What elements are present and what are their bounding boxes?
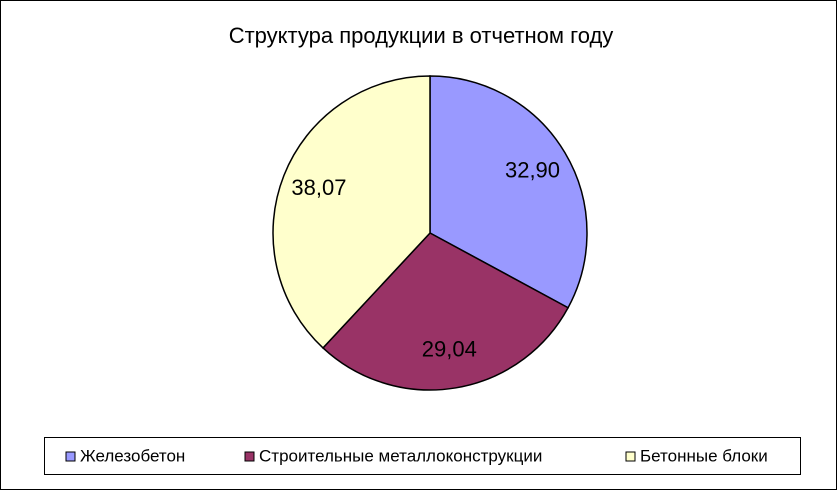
pie-slice	[429, 75, 588, 309]
legend-swatch	[625, 451, 636, 462]
legend-label: Железобетон	[80, 446, 185, 465]
legend-swatch	[65, 451, 76, 462]
legend-label: Строительные металлоконструкции	[259, 446, 542, 465]
legend-box	[44, 437, 801, 475]
data-label: 38,07	[291, 175, 346, 200]
pie-slice	[321, 232, 570, 391]
pie-slice	[272, 75, 431, 349]
data-label: 29,04	[422, 337, 477, 362]
legend-swatch	[244, 451, 255, 462]
data-label: 32,90	[505, 158, 560, 183]
legend-label: Бетонные блоки	[640, 446, 768, 465]
chart-title: Структура продукции в отчетном году	[229, 23, 614, 48]
